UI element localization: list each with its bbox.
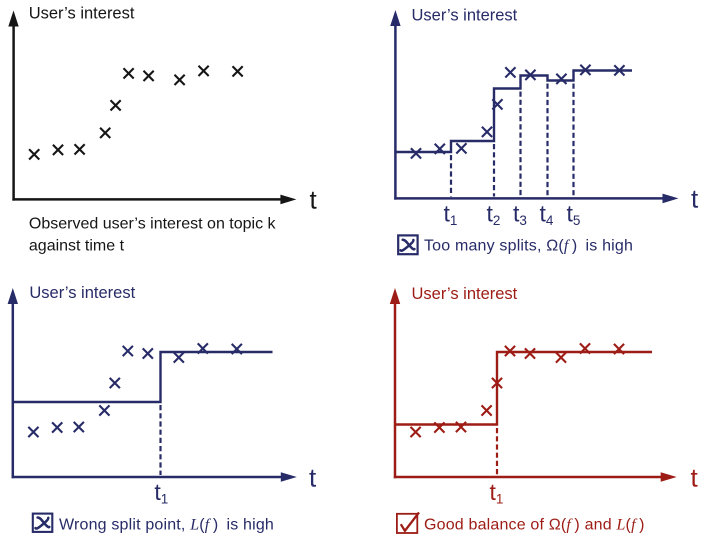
svg-text:t4: t4 bbox=[540, 201, 554, 229]
svg-text:User’s interest: User’s interest bbox=[29, 284, 135, 302]
svg-text:t: t bbox=[309, 463, 317, 493]
svg-text:t1: t1 bbox=[154, 479, 168, 507]
svg-text:t3: t3 bbox=[513, 201, 527, 229]
svg-text:User’s interest: User’s interest bbox=[29, 5, 135, 23]
svg-text:t1: t1 bbox=[444, 201, 458, 229]
svg-text:t5: t5 bbox=[567, 201, 581, 229]
svg-text:Too many splits, Ω(f ) is high: Too many splits, Ω(f ) is high bbox=[424, 237, 633, 254]
svg-text:User’s interest: User’s interest bbox=[412, 7, 518, 25]
svg-text:Observed user’s interest on to: Observed user’s interest on topic k bbox=[29, 216, 277, 233]
svg-text:Good balance of Ω(f ) and L(f: Good balance of Ω(f ) and L(f ) bbox=[424, 517, 645, 534]
svg-text:t1: t1 bbox=[490, 479, 504, 507]
svg-text:t: t bbox=[691, 184, 699, 214]
svg-text:User’s interest: User’s interest bbox=[412, 285, 518, 303]
svg-text:against time t: against time t bbox=[29, 238, 125, 255]
svg-text:Wrong split point, L(f ) is hi: Wrong split point, L(f ) is high bbox=[59, 517, 274, 534]
svg-text:t: t bbox=[691, 463, 699, 493]
svg-text:t2: t2 bbox=[487, 201, 501, 229]
svg-text:t: t bbox=[310, 185, 318, 215]
